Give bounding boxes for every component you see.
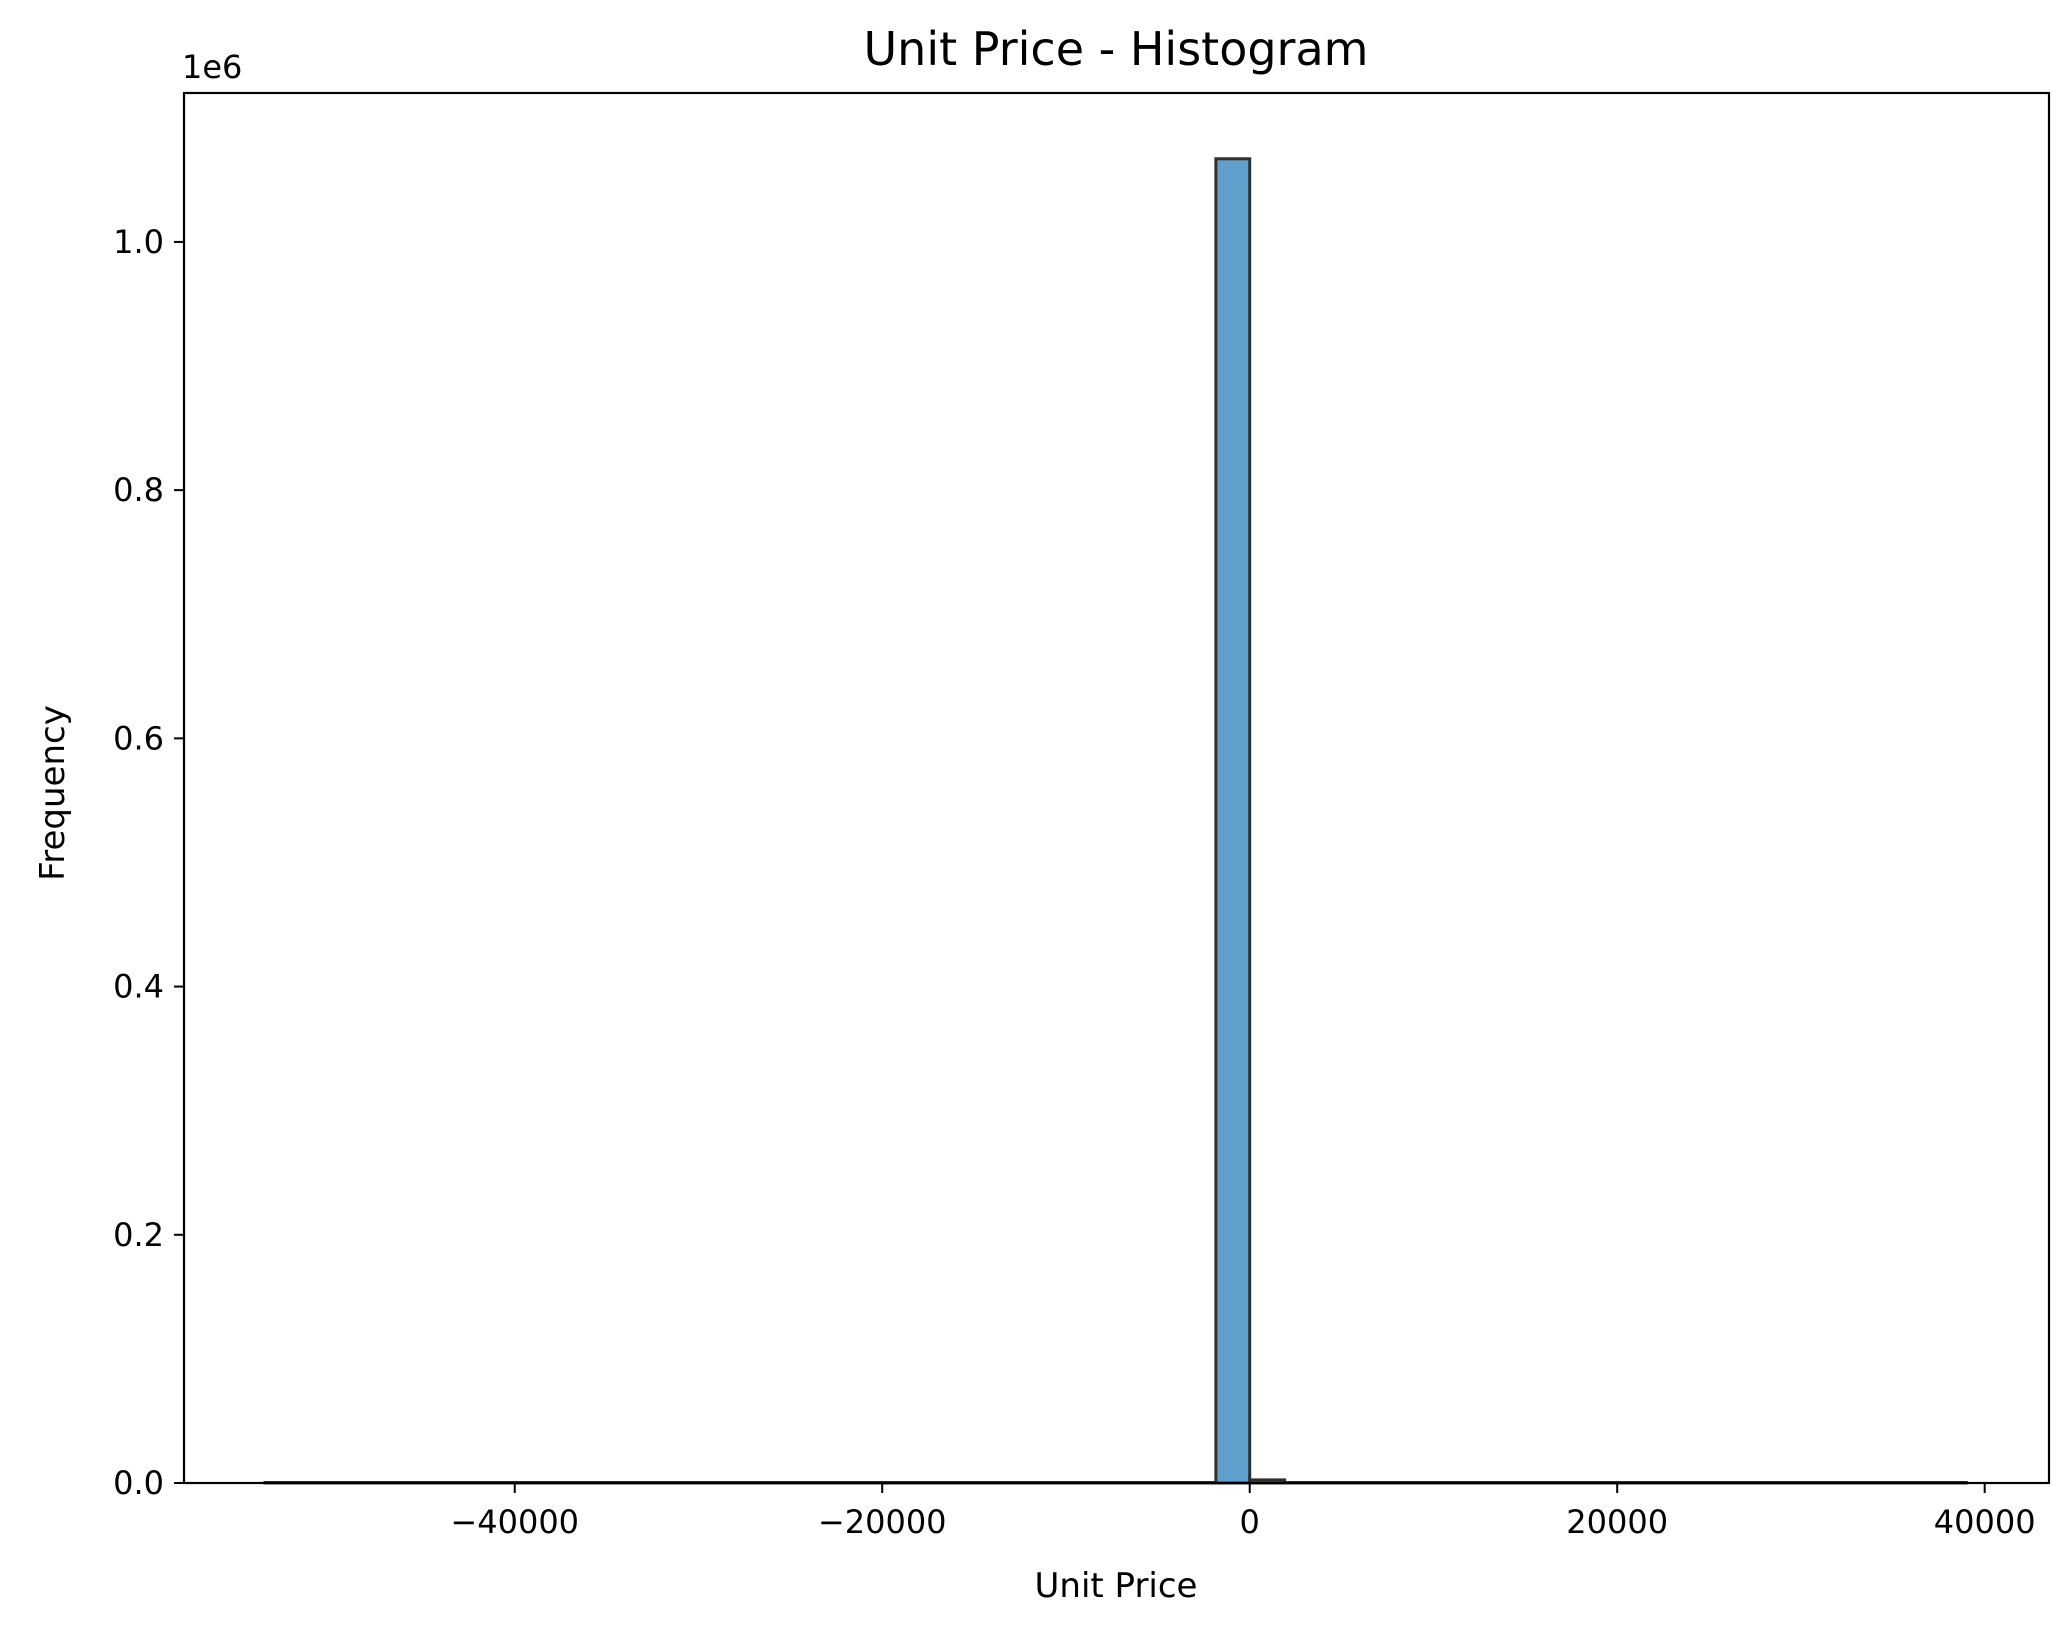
y-axis-label: Frequency [33, 705, 73, 881]
x-axis-ticks: −40000 −20000 0 20000 40000 [450, 1483, 2036, 1541]
y-tick-label-4: 0.8 [113, 471, 164, 509]
chart-title: Unit Price - Histogram [864, 22, 1369, 76]
x-tick-label-3: 20000 [1566, 1503, 1668, 1541]
y-tick-label-2: 0.4 [113, 968, 164, 1006]
y-tick-label-0: 0.0 [113, 1464, 164, 1502]
bars-group [263, 157, 1968, 1485]
histogram-bar-1 [1214, 157, 1252, 1485]
x-tick-label-0: −40000 [450, 1503, 579, 1541]
plot-frame [182, 91, 2051, 1485]
x-tick-label-2: 0 [1240, 1503, 1260, 1541]
x-axis-label: Unit Price [1035, 1566, 1198, 1606]
x-tick-label-4: 40000 [1934, 1503, 2036, 1541]
y-axis-ticks: 0.0 0.2 0.4 0.6 0.8 1.0 [113, 223, 184, 1502]
y-axis-offset-label: 1e6 [182, 48, 242, 86]
y-tick-label-1: 0.2 [113, 1216, 164, 1254]
y-tick-label-5: 1.0 [113, 223, 164, 261]
y-tick-label-3: 0.6 [113, 719, 164, 757]
x-tick-label-1: −20000 [818, 1503, 947, 1541]
